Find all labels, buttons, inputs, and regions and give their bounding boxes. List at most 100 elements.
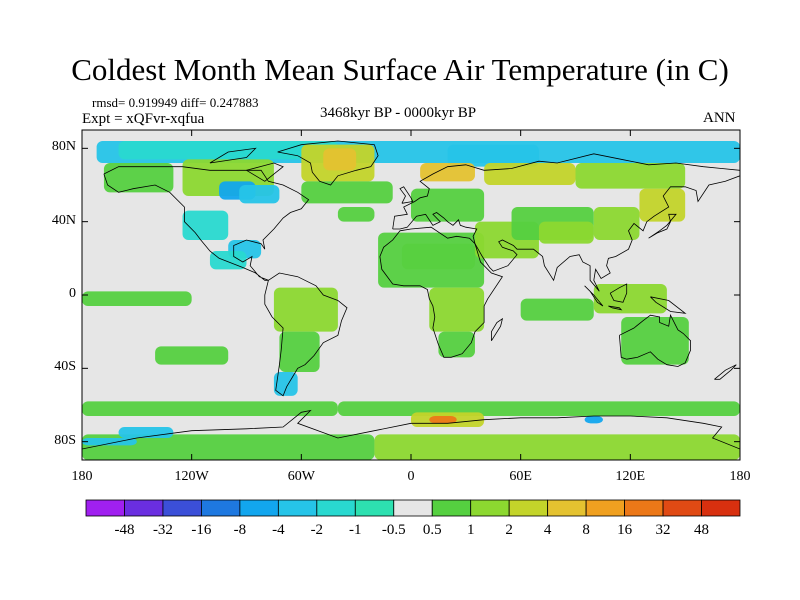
region-europe (411, 188, 485, 222)
region-southern-africa (438, 331, 475, 358)
colorbar-tick-label: 16 (617, 522, 633, 538)
colorbar-swatch (508, 499, 549, 517)
region-central-africa (429, 287, 485, 332)
colorbar-swatch (470, 499, 510, 517)
colorbar-tick-label: -2 (311, 522, 324, 538)
region-barents (447, 144, 539, 167)
coastline-16 (209, 147, 257, 164)
colorbar-tick-label: -16 (191, 522, 211, 538)
colorbar-tick-label: -4 (272, 522, 285, 538)
coastline-4 (619, 313, 691, 367)
region-antarctica-east (374, 434, 740, 460)
colorbar-swatch (124, 499, 164, 517)
coastline-15 (246, 162, 284, 182)
colorbar-swatch (662, 499, 702, 517)
region-tropical-pacific (82, 291, 192, 306)
colorbar-swatch (701, 499, 741, 517)
region-antarctica-west (82, 434, 375, 460)
coastline-10 (650, 296, 687, 314)
colorbar-tick-label: -32 (153, 522, 173, 538)
lon-tick-label: 180 (729, 469, 751, 484)
lon-tick-label: 60E (509, 469, 532, 484)
lon-tick-label: 0 (407, 469, 415, 484)
colorbar-swatch (547, 499, 587, 517)
region-north-africa (378, 232, 485, 288)
coastline-12 (399, 186, 414, 204)
coastline-3 (392, 153, 740, 292)
coastline-0 (103, 166, 310, 281)
coastline-14 (714, 364, 737, 380)
coastline-9 (609, 283, 628, 303)
region-southern-ocean-west (82, 401, 338, 416)
colorbar-tick-label: -8 (234, 522, 247, 538)
colorbar-swatch (277, 499, 318, 517)
colorbar-swatch (239, 499, 279, 517)
colorbar-swatch (431, 499, 472, 517)
colorbar-tick-label: -0.5 (382, 522, 406, 538)
region-japan-kamchatka (639, 188, 686, 222)
lon-tick-label: 120W (174, 469, 209, 484)
period-label: 3468kyr BP - 0000kyr BP (320, 105, 477, 121)
region-mexico (209, 251, 247, 270)
colorbar-tick-label: 1 (467, 522, 475, 538)
colorbar-swatch (162, 499, 202, 517)
map-title: Coldest Month Mean Surface Air Temperatu… (71, 52, 729, 87)
lat-tick-label: 80N (51, 139, 76, 155)
region-hudson-bay (239, 185, 280, 204)
coastline-1 (264, 272, 348, 397)
colorbar-swatch (316, 499, 356, 517)
colorbar-tick-label: 8 (582, 522, 590, 538)
colorbar-swatch (85, 499, 125, 517)
region-atlantic-mid (337, 207, 375, 222)
coastline-7 (584, 285, 604, 307)
region-indian-ocean (520, 298, 594, 321)
region-alaska (103, 163, 174, 193)
region-weddell-core (429, 416, 457, 424)
coastline-5 (277, 140, 379, 186)
region-australia (621, 317, 689, 365)
coastline-11 (648, 213, 677, 239)
colorbar-tick-label: 0.5 (423, 522, 442, 538)
season-label: ANN (703, 110, 736, 126)
region-scandinavia (420, 163, 475, 182)
coastline-2 (379, 226, 504, 358)
lon-tick-label: 60W (287, 469, 315, 484)
lon-tick-label: 120E (615, 469, 646, 484)
lat-tick-label: 0 (69, 286, 76, 301)
region-amazon (273, 287, 338, 332)
experiment-label: Expt = xQFvr-xqfua (82, 111, 205, 127)
colorbar-swatch (354, 499, 395, 517)
colorbar-tick-label: 4 (544, 522, 552, 538)
colorbar-tick-label: -48 (114, 522, 134, 538)
region-east-asia (593, 207, 640, 240)
colorbar-tick-label: 48 (694, 522, 709, 538)
lat-tick-label: 40S (54, 359, 76, 375)
stats-label: rmsd= 0.919949 diff= 0.247883 (92, 95, 259, 110)
region-us-west (182, 210, 229, 240)
coastline-8 (608, 305, 623, 311)
coastline-13 (491, 317, 504, 342)
region-tibet (538, 221, 594, 244)
region-east-cool (584, 416, 603, 424)
colorbar-swatch (585, 499, 625, 517)
region-north-atlantic (301, 181, 393, 204)
colorbar-swatch (393, 499, 433, 517)
region-antarctic-edge (82, 438, 137, 446)
lon-tick-label: 180 (71, 469, 93, 484)
colorbar-tick-label: 32 (656, 522, 671, 538)
colorbar-swatch (624, 499, 664, 517)
region-indonesia (593, 284, 667, 314)
lat-tick-label: 40N (51, 212, 76, 228)
colorbar-swatch (201, 499, 241, 517)
region-south-pacific (155, 346, 229, 365)
colorbar-tick-label: -1 (349, 522, 362, 538)
region-siberia (575, 163, 686, 189)
anomaly-field (82, 140, 740, 460)
region-arctic-teal (118, 141, 338, 160)
region-south-america (279, 331, 320, 372)
region-greenland-core (323, 148, 357, 171)
lat-tick-label: 80S (54, 432, 76, 448)
colorbar-tick-label: 2 (505, 522, 513, 538)
